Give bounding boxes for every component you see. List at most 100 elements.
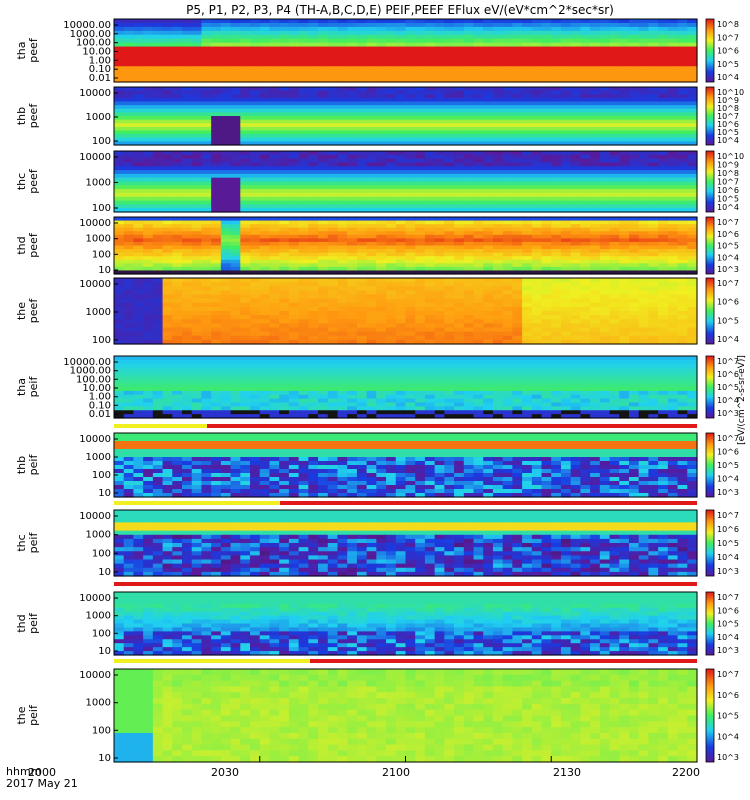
heatmap-cell [648,154,659,160]
heatmap-cell [337,231,348,236]
heatmap-cell [114,141,125,146]
heatmap-cell [133,19,144,24]
heatmap-cell [211,123,222,128]
heatmap-cell [560,189,572,194]
heatmap-cell [133,259,144,264]
heatmap-cell [541,66,552,71]
heatmap-cell [366,335,377,341]
heatmap-cell [337,105,348,110]
heatmap-cell [347,123,358,128]
heatmap-cell [638,101,650,106]
heatmap-cell [609,46,620,52]
heatmap-cell [454,234,465,239]
heatmap-cell [182,173,193,179]
heatmap-cell [522,62,533,67]
heatmap-cell [356,306,368,312]
heatmap-cell [308,266,319,272]
heatmap-cell [356,30,368,36]
heatmap-cell [463,252,475,257]
heatmap-cell [648,220,659,225]
heatmap-cell [502,94,513,99]
heatmap-cell [376,252,387,257]
heatmap-cell [356,38,368,44]
heatmap-cell [220,266,232,272]
heatmap-cell [522,177,533,183]
heatmap-cell [386,335,397,341]
heatmap-cell [191,26,203,32]
heatmap-cell [366,62,377,67]
heatmap-cell [415,54,426,59]
heatmap-cell [590,54,601,59]
heatmap-cell [152,331,164,337]
heatmap-cell [259,306,271,312]
heatmap-cell [250,97,261,103]
heatmap-cell [570,22,581,28]
heatmap-cell [628,119,640,124]
heatmap-cell [201,38,212,44]
heatmap-cell [638,208,650,213]
heatmap-cell [628,38,640,44]
heatmap-cell [308,306,319,312]
heatmap-cell [240,249,251,254]
heatmap-cell [463,154,475,160]
heatmap-cell [512,327,523,333]
heatmap-cell [366,162,377,167]
heatmap-cell [522,189,533,194]
heatmap-cell [308,42,319,48]
heatmap-cell [570,101,581,106]
heatmap-cell [531,42,543,48]
heatmap-cell [454,339,465,345]
heatmap-cell [123,70,135,75]
heatmap-cell [318,315,329,320]
heatmap-cell [201,231,212,236]
heatmap-cell [123,259,135,264]
heatmap-cell [570,189,581,194]
heatmap-cell [667,166,679,171]
heatmap-cell [628,294,640,300]
heatmap-cell [376,158,387,164]
heatmap-cell [619,234,630,239]
heatmap-cell [143,181,154,186]
heatmap-cell [687,173,698,179]
heatmap-cell [687,19,698,24]
heatmap-cell [201,34,212,40]
heatmap-cell [444,315,455,320]
heatmap-cell [551,94,562,99]
heatmap-cell [298,141,309,146]
heatmap-cell [133,38,144,44]
heatmap-cell [366,123,377,128]
heatmap-cell [599,263,611,268]
heatmap-cell [308,241,319,247]
heatmap-cell [424,137,436,142]
heatmap-cell [269,119,280,124]
heatmap-cell [405,241,416,247]
heatmap-cell [318,189,329,194]
heatmap-cell [240,123,251,128]
heatmap-cell [551,134,562,139]
heatmap-cell [522,105,533,110]
heatmap-cell [531,315,543,320]
heatmap-cell [162,112,173,117]
heatmap-cell [162,126,173,132]
heatmap-cell [434,306,445,312]
heatmap-cell [250,50,261,56]
heatmap-cell [152,181,164,186]
heatmap-cell [318,90,329,95]
heatmap-cell [570,220,581,225]
heatmap-cell [638,126,650,132]
heatmap-cell [240,42,251,48]
heatmap-cell [463,302,475,308]
heatmap-cell [143,294,154,300]
heatmap-cell [599,181,611,186]
heatmap-cell [405,162,416,167]
heatmap-cell [580,224,591,229]
heatmap-cell [424,327,436,333]
heatmap-cell [366,217,377,222]
heatmap-cell [512,192,523,198]
heatmap-cell [619,34,630,40]
heatmap-cell [405,62,416,67]
heatmap-cell [356,227,368,232]
heatmap-cell [677,241,688,247]
heatmap-cell [492,130,504,135]
